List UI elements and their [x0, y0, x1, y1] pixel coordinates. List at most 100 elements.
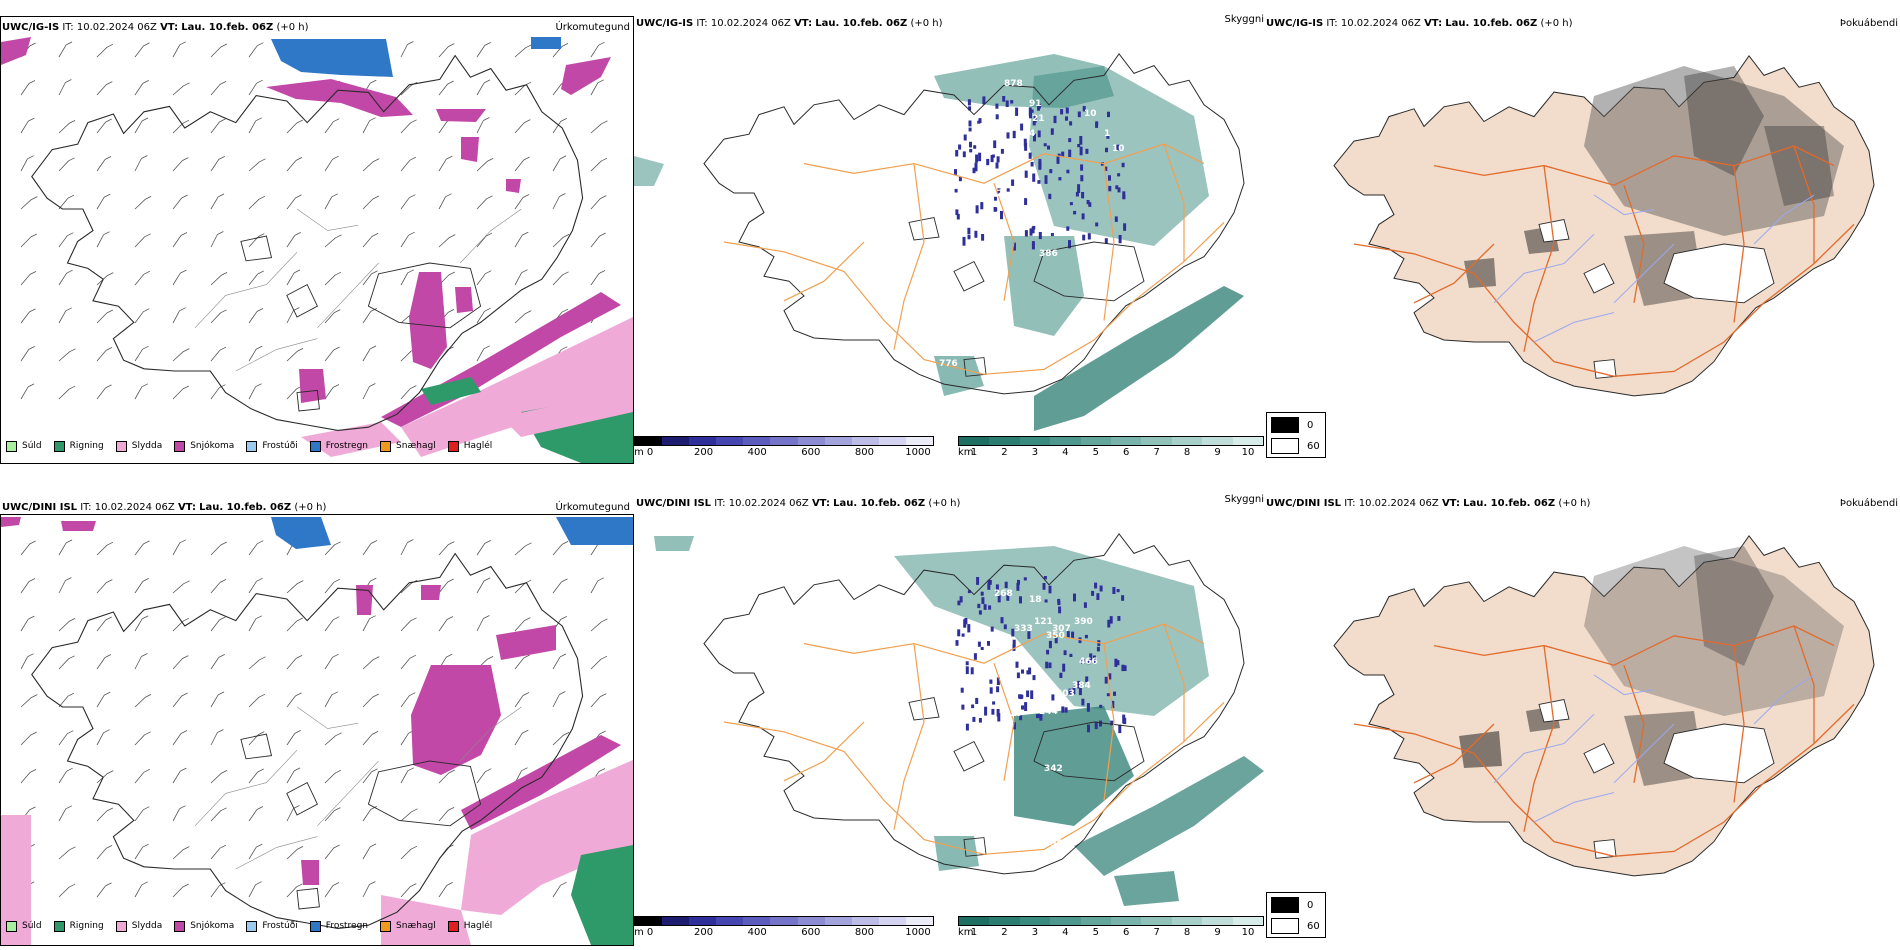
precip-map — [0, 16, 634, 464]
vis-speckle — [1081, 213, 1085, 220]
vis-speckle — [977, 603, 981, 609]
vis-speckle — [1023, 577, 1027, 581]
road-network — [723, 143, 1225, 375]
vis-speckle — [1031, 226, 1035, 234]
vis-speckle — [1043, 143, 1047, 147]
legend-label: Rigning — [69, 921, 104, 931]
vis-speckle — [980, 647, 984, 650]
vis-speckle — [968, 120, 972, 127]
vis-speckle — [1065, 107, 1069, 114]
vis-speckle — [1077, 144, 1081, 148]
colorbar-unit: m — [634, 927, 644, 938]
vis-speckle — [1123, 223, 1127, 231]
vis-speckle — [974, 162, 978, 172]
colorbar-block — [797, 917, 825, 925]
precip-map-svg — [1, 37, 633, 463]
panel-title: UWC/DINI ISL IT: 10.02.2024 06Z VT: Lau.… — [636, 498, 961, 509]
precip-legend: Súld Rigning Slydda Snjókoma Frostúði Frostre… — [6, 916, 504, 936]
fog-index-panel: UWC/DINI ISL IT: 10.02.2024 06Z VT: Lau.… — [1264, 480, 1900, 950]
river-lines — [194, 706, 522, 870]
iceland-coastline — [703, 52, 1245, 395]
legend-item: Snjókoma — [174, 920, 234, 932]
precip-freezing-rain-area — [271, 517, 331, 549]
vis-speckle — [1104, 238, 1108, 244]
fog-key-swatch — [1271, 897, 1299, 913]
colorbar-tick: 3 — [1031, 447, 1039, 458]
road-network — [723, 623, 1225, 855]
vis-speckle — [997, 188, 1001, 194]
precip-snow-area — [299, 369, 326, 403]
vis-speckle — [1121, 162, 1125, 168]
vis-speckle — [995, 114, 999, 120]
visibility-value-label: 18 — [1029, 595, 1042, 605]
colorbar-block — [1202, 437, 1233, 445]
vis-speckle — [1069, 202, 1073, 206]
vis-speckle — [1080, 164, 1084, 171]
vis-speckle — [963, 619, 967, 628]
legend-swatch — [447, 920, 459, 932]
legend-label: Frostúði — [262, 921, 298, 931]
colorbar-tick: 8 — [1183, 927, 1191, 938]
vis-speckle — [984, 706, 988, 716]
vis-speckle — [1033, 133, 1036, 142]
vis-speckle — [1107, 619, 1111, 628]
vis-speckle — [1062, 663, 1066, 672]
precip-snow-area — [461, 137, 479, 162]
vis-speckle — [1029, 228, 1033, 236]
vis-speckle — [972, 716, 976, 722]
colorbar-block — [1019, 437, 1051, 445]
vis-speckle — [1082, 234, 1086, 241]
visibility-value-label: 342 — [1044, 764, 1063, 774]
vis-speckle — [965, 661, 969, 666]
vis-speckle — [959, 596, 963, 603]
vis-speckle — [1085, 676, 1089, 682]
vis-speckle — [1096, 646, 1100, 652]
vis-speckle — [1019, 715, 1023, 721]
colorbar-block — [1202, 917, 1233, 925]
colorbar-block — [959, 917, 990, 925]
vis-speckle — [1033, 114, 1037, 123]
colorbar-block — [1080, 437, 1112, 445]
vis-speckle — [1050, 233, 1054, 237]
legend-swatch — [309, 920, 321, 932]
fog-index-key: 0 60 — [1266, 412, 1326, 458]
vis-speckle — [1056, 156, 1060, 164]
legend-item: Frostregn — [309, 440, 368, 452]
vis-speckle — [1038, 232, 1042, 240]
iceland-coastline — [31, 552, 584, 929]
vis-speckle — [962, 236, 966, 246]
vis-speckle — [1099, 585, 1103, 592]
visibility-value-label: 1 — [1104, 129, 1110, 139]
vis-speckle — [969, 141, 972, 148]
vis-speckle — [1105, 147, 1108, 153]
precip-snow-area — [356, 585, 373, 615]
colorbar-m-ticks: m 0 200 400 600 800 1000 — [634, 926, 934, 938]
vis-speckle — [1024, 702, 1028, 711]
vis-speckle — [983, 604, 987, 610]
vis-speckle — [990, 155, 994, 163]
product-label: Skyggni — [1224, 14, 1264, 25]
vis-speckle — [992, 701, 996, 705]
fog-key-label: 60 — [1307, 440, 1320, 452]
precip-snow-area — [61, 521, 96, 531]
vis-speckle — [1020, 694, 1024, 699]
visibility-value-label: 386 — [1039, 249, 1058, 259]
colorbar-block — [1050, 437, 1081, 445]
legend-swatch — [6, 920, 17, 932]
vis-speckle — [967, 234, 971, 240]
vis-speckle — [1083, 602, 1087, 608]
vis-speckle — [969, 148, 973, 153]
vis-speckle — [955, 209, 959, 216]
precip-snow-area — [1, 517, 21, 527]
vis-speckle — [1017, 579, 1020, 585]
vis-speckle — [1016, 583, 1020, 591]
legend-label: Súld — [22, 921, 42, 931]
vis-speckle — [958, 144, 962, 150]
vis-speckle — [993, 207, 997, 212]
vis-speckle — [1088, 202, 1092, 207]
vis-speckle — [1037, 105, 1040, 111]
visibility-panel: UWC/DINI ISL IT: 10.02.2024 06Z VT: Lau.… — [634, 480, 1264, 950]
vis-speckle — [1024, 230, 1028, 237]
colorbar-block — [1232, 917, 1264, 925]
